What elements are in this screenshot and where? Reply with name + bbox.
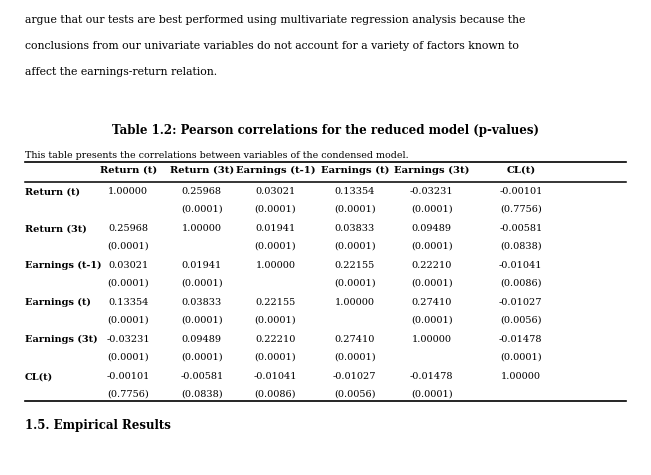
Text: (0.0001): (0.0001) [411, 241, 452, 250]
Text: Return (3t): Return (3t) [170, 166, 234, 175]
Text: (0.0086): (0.0086) [500, 278, 542, 287]
Text: 0.22155: 0.22155 [335, 261, 375, 270]
Text: (0.0001): (0.0001) [255, 315, 296, 324]
Text: (0.0001): (0.0001) [107, 241, 149, 250]
Text: -0.03231: -0.03231 [409, 187, 454, 196]
Text: (0.0001): (0.0001) [107, 278, 149, 287]
Text: (0.0001): (0.0001) [411, 390, 452, 399]
Text: (0.0001): (0.0001) [255, 241, 296, 250]
Text: -0.01478: -0.01478 [410, 372, 453, 381]
Text: (0.0001): (0.0001) [411, 278, 452, 287]
Text: (0.0838): (0.0838) [500, 241, 542, 250]
Text: -0.00581: -0.00581 [499, 224, 542, 233]
Text: 1.00000: 1.00000 [411, 335, 452, 344]
Text: 0.13354: 0.13354 [108, 298, 148, 307]
Text: -0.03231: -0.03231 [106, 335, 150, 344]
Text: (0.0086): (0.0086) [255, 390, 296, 399]
Text: (0.0001): (0.0001) [181, 204, 223, 213]
Text: Earnings (t-1): Earnings (t-1) [25, 261, 102, 270]
Text: argue that our tests are best performed using multivariate regression analysis b: argue that our tests are best performed … [25, 15, 525, 25]
Text: Earnings (t): Earnings (t) [25, 298, 90, 307]
Text: 0.03021: 0.03021 [255, 187, 296, 196]
Text: affect the earnings-return relation.: affect the earnings-return relation. [25, 67, 217, 77]
Text: 1.00000: 1.00000 [182, 224, 222, 233]
Text: (0.0001): (0.0001) [411, 204, 452, 213]
Text: CL(t): CL(t) [506, 166, 535, 175]
Text: (0.0001): (0.0001) [334, 278, 376, 287]
Text: 0.27410: 0.27410 [335, 335, 375, 344]
Text: -0.00101: -0.00101 [107, 372, 150, 381]
Text: (0.7756): (0.7756) [500, 204, 542, 213]
Text: (0.0056): (0.0056) [334, 390, 376, 399]
Text: This table presents the correlations between variables of the condensed model.: This table presents the correlations bet… [25, 151, 408, 160]
Text: Earnings (3t): Earnings (3t) [394, 166, 469, 175]
Text: 0.01941: 0.01941 [182, 261, 222, 270]
Text: (0.0001): (0.0001) [500, 352, 542, 361]
Text: -0.00101: -0.00101 [499, 187, 542, 196]
Text: -0.01041: -0.01041 [254, 372, 297, 381]
Text: 0.22155: 0.22155 [255, 298, 296, 307]
Text: conclusions from our univariate variables do not account for a variety of factor: conclusions from our univariate variable… [25, 41, 519, 51]
Text: 0.03833: 0.03833 [335, 224, 375, 233]
Text: (0.0001): (0.0001) [334, 241, 376, 250]
Text: 0.27410: 0.27410 [411, 298, 452, 307]
Text: Earnings (t-1): Earnings (t-1) [236, 166, 315, 175]
Text: 0.03833: 0.03833 [182, 298, 222, 307]
Text: (0.7756): (0.7756) [107, 390, 149, 399]
Text: (0.0001): (0.0001) [107, 352, 149, 361]
Text: (0.0001): (0.0001) [334, 204, 376, 213]
Text: 1.00000: 1.00000 [501, 372, 541, 381]
Text: 1.5. Empirical Results: 1.5. Empirical Results [25, 419, 171, 432]
Text: 1.00000: 1.00000 [108, 187, 148, 196]
Text: Return (3t): Return (3t) [25, 224, 87, 233]
Text: 0.03021: 0.03021 [108, 261, 148, 270]
Text: (0.0001): (0.0001) [411, 315, 452, 324]
Text: 0.22210: 0.22210 [411, 261, 452, 270]
Text: (0.0001): (0.0001) [181, 278, 223, 287]
Text: (0.0056): (0.0056) [500, 315, 542, 324]
Text: (0.0001): (0.0001) [255, 352, 296, 361]
Text: Earnings (t): Earnings (t) [320, 166, 389, 175]
Text: 0.25968: 0.25968 [182, 187, 222, 196]
Text: -0.01027: -0.01027 [499, 298, 542, 307]
Text: 1.00000: 1.00000 [255, 261, 296, 270]
Text: (0.0001): (0.0001) [181, 315, 223, 324]
Text: (0.0001): (0.0001) [181, 352, 223, 361]
Text: 0.01941: 0.01941 [255, 224, 296, 233]
Text: (0.0838): (0.0838) [181, 390, 223, 399]
Text: (0.0001): (0.0001) [255, 204, 296, 213]
Text: CL(t): CL(t) [25, 372, 53, 381]
Text: Return (t): Return (t) [25, 187, 79, 196]
Text: 0.13354: 0.13354 [335, 187, 375, 196]
Text: -0.01478: -0.01478 [499, 335, 542, 344]
Text: 0.25968: 0.25968 [108, 224, 148, 233]
Text: 0.22210: 0.22210 [255, 335, 296, 344]
Text: (0.0001): (0.0001) [334, 352, 376, 361]
Text: Return (t): Return (t) [100, 166, 157, 175]
Text: 0.09489: 0.09489 [411, 224, 452, 233]
Text: -0.01041: -0.01041 [499, 261, 542, 270]
Text: (0.0001): (0.0001) [107, 315, 149, 324]
Text: -0.00581: -0.00581 [180, 372, 223, 381]
Text: Earnings (3t): Earnings (3t) [25, 335, 98, 344]
Text: 1.00000: 1.00000 [335, 298, 375, 307]
Text: -0.01027: -0.01027 [333, 372, 376, 381]
Text: Table 1.2: Pearson correlations for the reduced model (p-values): Table 1.2: Pearson correlations for the … [112, 124, 539, 137]
Text: 0.09489: 0.09489 [182, 335, 222, 344]
